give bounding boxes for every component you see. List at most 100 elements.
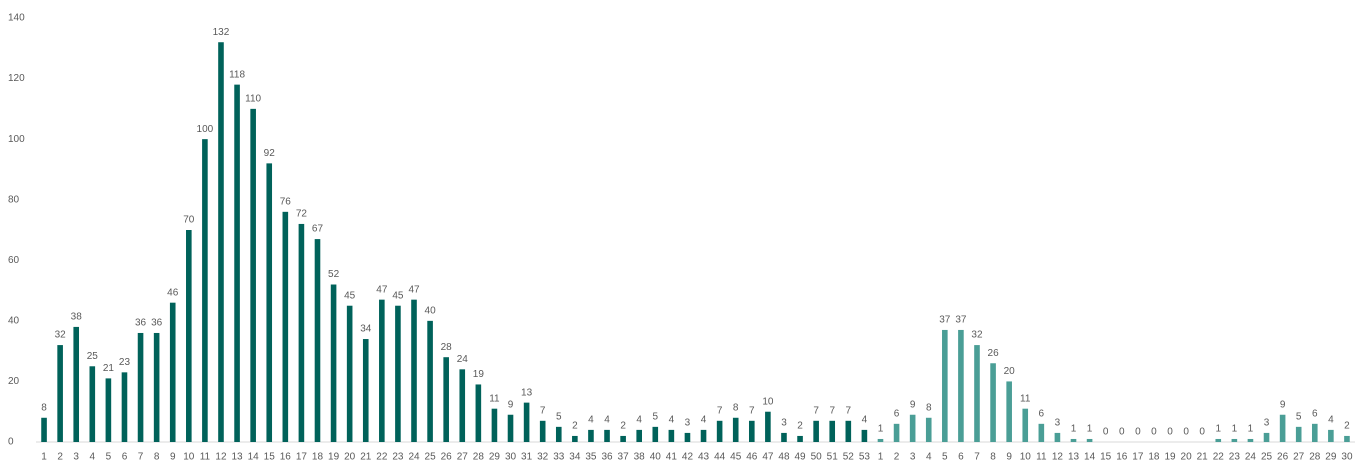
bar: [572, 435, 578, 442]
bar: [555, 426, 562, 442]
data-label: 47: [376, 284, 388, 295]
bar: [298, 223, 305, 442]
data-label: 52: [328, 269, 340, 280]
bar: [829, 420, 836, 442]
x-tick-label: 35: [585, 452, 597, 463]
bar: [539, 420, 546, 442]
x-tick-label: 19: [328, 452, 340, 463]
x-tick-label: 18: [312, 452, 324, 463]
x-tick-label: 50: [811, 452, 823, 463]
data-label: 37: [939, 315, 951, 326]
data-label: 76: [280, 196, 292, 207]
x-tick-label: 6: [122, 452, 128, 463]
bar: [1263, 432, 1270, 442]
bar: [395, 305, 401, 442]
x-tick-label: 44: [714, 452, 726, 463]
data-label: 9: [1280, 399, 1286, 410]
bar: [716, 420, 723, 442]
x-tick-label: 9: [170, 452, 176, 463]
data-label: 72: [296, 209, 308, 220]
data-label: 24: [457, 354, 469, 365]
data-label: 3: [1055, 418, 1061, 429]
x-tick-label: 12: [1052, 452, 1064, 463]
x-tick-label: 15: [264, 452, 276, 463]
x-tick-label: 17: [1132, 452, 1144, 463]
data-label: 8: [733, 402, 739, 413]
bar: [250, 108, 256, 442]
bar: [507, 414, 514, 442]
x-tick-label: 6: [958, 452, 964, 463]
data-label: 13: [521, 387, 533, 398]
data-label: 6: [894, 408, 900, 419]
y-tick-label: 80: [8, 194, 20, 205]
data-label: 7: [846, 405, 852, 416]
data-label: 1: [1215, 424, 1221, 435]
x-tick-label: 5: [942, 452, 948, 463]
bar: [1215, 438, 1222, 442]
bar: [73, 326, 80, 442]
data-label: 2: [572, 421, 578, 432]
bar: [1311, 423, 1318, 442]
x-tick-label: 41: [666, 452, 678, 463]
x-tick-label: 13: [232, 452, 244, 463]
data-label: 5: [1296, 411, 1302, 422]
bar: [1086, 438, 1093, 442]
bar: [491, 408, 498, 442]
x-tick-label: 42: [682, 452, 694, 463]
data-label: 0: [1183, 427, 1189, 438]
x-tick-label: 20: [1181, 452, 1193, 463]
data-label: 4: [701, 415, 707, 426]
x-tick-label: 37: [618, 452, 630, 463]
data-label: 38: [71, 312, 83, 323]
x-tick-label: 43: [698, 452, 710, 463]
y-tick-label: 40: [8, 315, 20, 326]
bar: [427, 320, 433, 442]
data-label: 26: [988, 348, 1000, 359]
data-label: 3: [781, 418, 787, 429]
data-label: 37: [955, 315, 967, 326]
x-tick-label: 46: [746, 452, 758, 463]
x-tick-label: 7: [138, 452, 144, 463]
y-tick-label: 20: [8, 376, 20, 387]
x-tick-label: 51: [827, 452, 839, 463]
data-label: 36: [151, 318, 163, 329]
bar: [330, 284, 337, 442]
bar: [1344, 435, 1350, 442]
x-tick-label: 48: [778, 452, 790, 463]
data-label: 7: [749, 405, 755, 416]
data-label: 1: [1087, 424, 1093, 435]
bar: [346, 305, 353, 442]
bar: [57, 345, 63, 442]
x-tick-label: 22: [376, 452, 388, 463]
x-tick-label: 12: [215, 452, 227, 463]
x-tick-label: 30: [1341, 452, 1353, 463]
bar: [1006, 381, 1012, 442]
x-tick-label: 11: [200, 452, 211, 463]
x-tick-label: 53: [859, 452, 871, 463]
x-tick-label: 10: [183, 452, 195, 463]
bar: [668, 429, 675, 442]
bar: [89, 366, 96, 442]
data-label: 0: [1119, 427, 1125, 438]
data-label: 132: [213, 27, 230, 38]
x-tick-label: 27: [1293, 452, 1305, 463]
data-label: 1: [1071, 424, 1077, 435]
x-tick-label: 19: [1164, 452, 1176, 463]
data-label: 34: [360, 324, 372, 335]
bar: [813, 420, 819, 442]
data-label: 4: [636, 415, 642, 426]
data-label: 118: [229, 69, 245, 80]
data-label: 0: [1167, 427, 1173, 438]
bar: [105, 378, 112, 442]
x-tick-label: 3: [73, 452, 79, 463]
data-label: 110: [245, 93, 261, 104]
bar: [620, 435, 626, 442]
data-label: 6: [1039, 408, 1045, 419]
x-tick-label: 17: [296, 452, 308, 463]
x-tick-label: 24: [1245, 452, 1257, 463]
x-tick-label: 16: [280, 452, 292, 463]
bar: [153, 332, 160, 442]
data-label: 7: [829, 405, 835, 416]
data-label: 4: [604, 415, 610, 426]
